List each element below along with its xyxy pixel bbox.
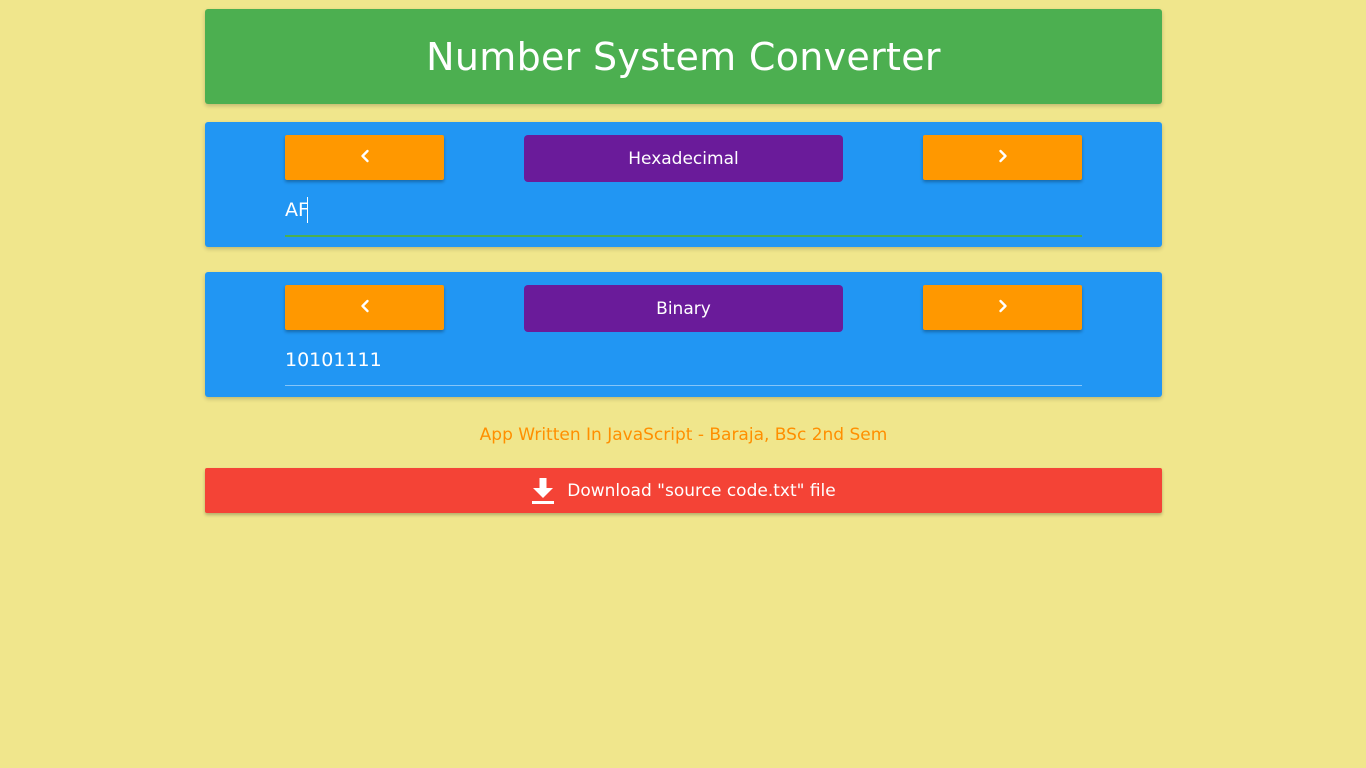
page-title: Number System Converter [426,34,941,79]
chevron-right-icon [997,149,1009,166]
input-prev-base-button[interactable] [285,135,444,180]
output-prev-base-button[interactable] [285,285,444,330]
credit-text: App Written In JavaScript - Baraja, BSc … [479,425,888,445]
text-caret [307,197,308,223]
app-header: Number System Converter [205,9,1162,104]
output-value-field[interactable] [285,346,1082,374]
input-underline [285,235,1082,237]
input-base-label[interactable]: Hexadecimal [524,135,843,182]
chevron-left-icon [359,149,371,166]
chevron-left-icon [359,299,371,316]
output-panel: Binary [205,272,1162,397]
download-source-button[interactable]: Download "source code.txt" file [205,468,1162,513]
input-panel: Hexadecimal [205,122,1162,247]
download-label: Download "source code.txt" file [567,480,836,501]
download-icon [531,477,555,505]
output-underline [285,385,1082,386]
output-next-base-button[interactable] [923,285,1082,330]
input-value-field[interactable] [285,196,1082,224]
input-next-base-button[interactable] [923,135,1082,180]
chevron-right-icon [997,299,1009,316]
output-base-label[interactable]: Binary [524,285,843,332]
